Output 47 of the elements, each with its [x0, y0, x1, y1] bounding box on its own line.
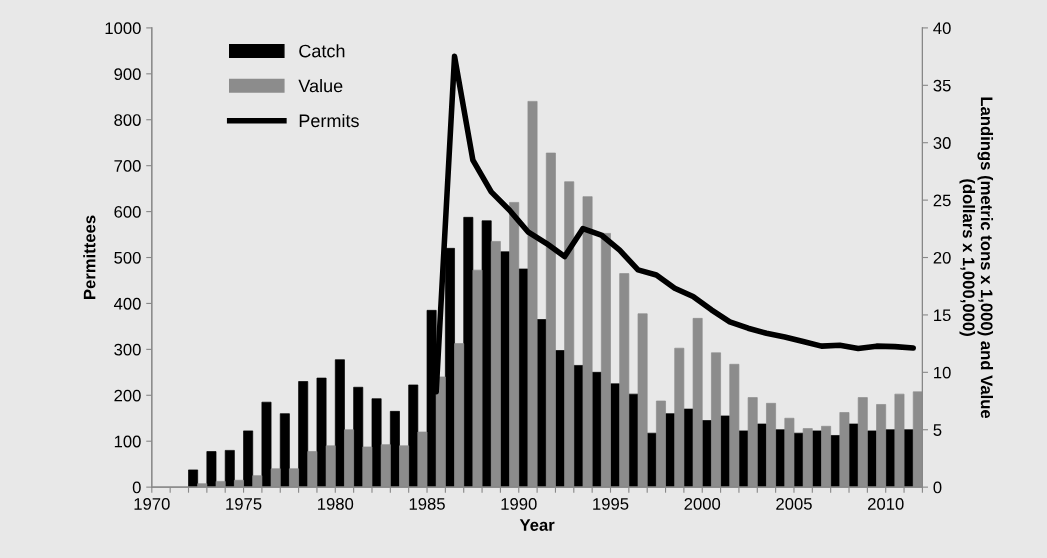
- legend-label: Value: [298, 79, 343, 93]
- x-tick-label: 2010: [868, 497, 904, 510]
- y-tick-label: 900: [114, 68, 141, 81]
- y-tick-label: 1000: [105, 22, 141, 35]
- y2-tick-label: 15: [934, 309, 951, 322]
- x-axis-title: Year: [519, 519, 555, 531]
- y2-tick-label: 35: [933, 79, 951, 92]
- bar: [206, 451, 217, 488]
- y-axis-title: Permittees: [83, 215, 96, 300]
- y-tick-label: 400: [113, 297, 141, 310]
- y2-tick-label: 5: [933, 424, 942, 436]
- bar: [334, 359, 345, 488]
- bar: [408, 384, 419, 488]
- x-tick-label: 1975: [226, 497, 262, 510]
- bar: [279, 413, 290, 488]
- x-tick-label: 1995: [593, 497, 629, 510]
- y-tick-label: 300: [114, 343, 141, 356]
- y2-tick-label: 40: [933, 22, 951, 35]
- y2-axis-title: Landings (metric tons x 1,000) and Value (dollars x 1,000,000): [959, 97, 994, 419]
- y2-tick-label: 25: [933, 194, 951, 207]
- y2-tick-label: 10: [934, 366, 951, 379]
- y-tick-label: 500: [114, 251, 141, 264]
- x-tick-label: 2005: [776, 497, 812, 510]
- y-tick-label: 800: [114, 114, 141, 126]
- y-tick-label: 200: [114, 389, 141, 402]
- y-tick-label: 700: [114, 160, 141, 172]
- bar: [224, 450, 235, 488]
- y2-tick-label: 20: [933, 251, 951, 264]
- bar: [261, 401, 272, 488]
- bar: [353, 386, 364, 488]
- bar: [243, 430, 254, 488]
- bar: [316, 377, 327, 488]
- x-tick-label: 1985: [409, 497, 445, 510]
- bar: [188, 469, 199, 488]
- legend-label: Permits: [299, 113, 359, 128]
- y-tick-label: 600: [114, 205, 141, 218]
- x-tick-label: 1970: [134, 497, 170, 510]
- y-tick-label: 100: [114, 435, 141, 448]
- y2-tick-label: 30: [933, 137, 951, 149]
- y2-tick-label: 0: [933, 481, 942, 494]
- x-tick-label: 1990: [501, 497, 537, 510]
- bar: [371, 398, 382, 488]
- x-tick-label: 2000: [684, 497, 721, 510]
- legend-label: Catch: [299, 44, 345, 58]
- bar: [298, 381, 309, 488]
- y-tick-label: 0: [132, 481, 141, 494]
- x-tick-label: 1980: [318, 497, 354, 510]
